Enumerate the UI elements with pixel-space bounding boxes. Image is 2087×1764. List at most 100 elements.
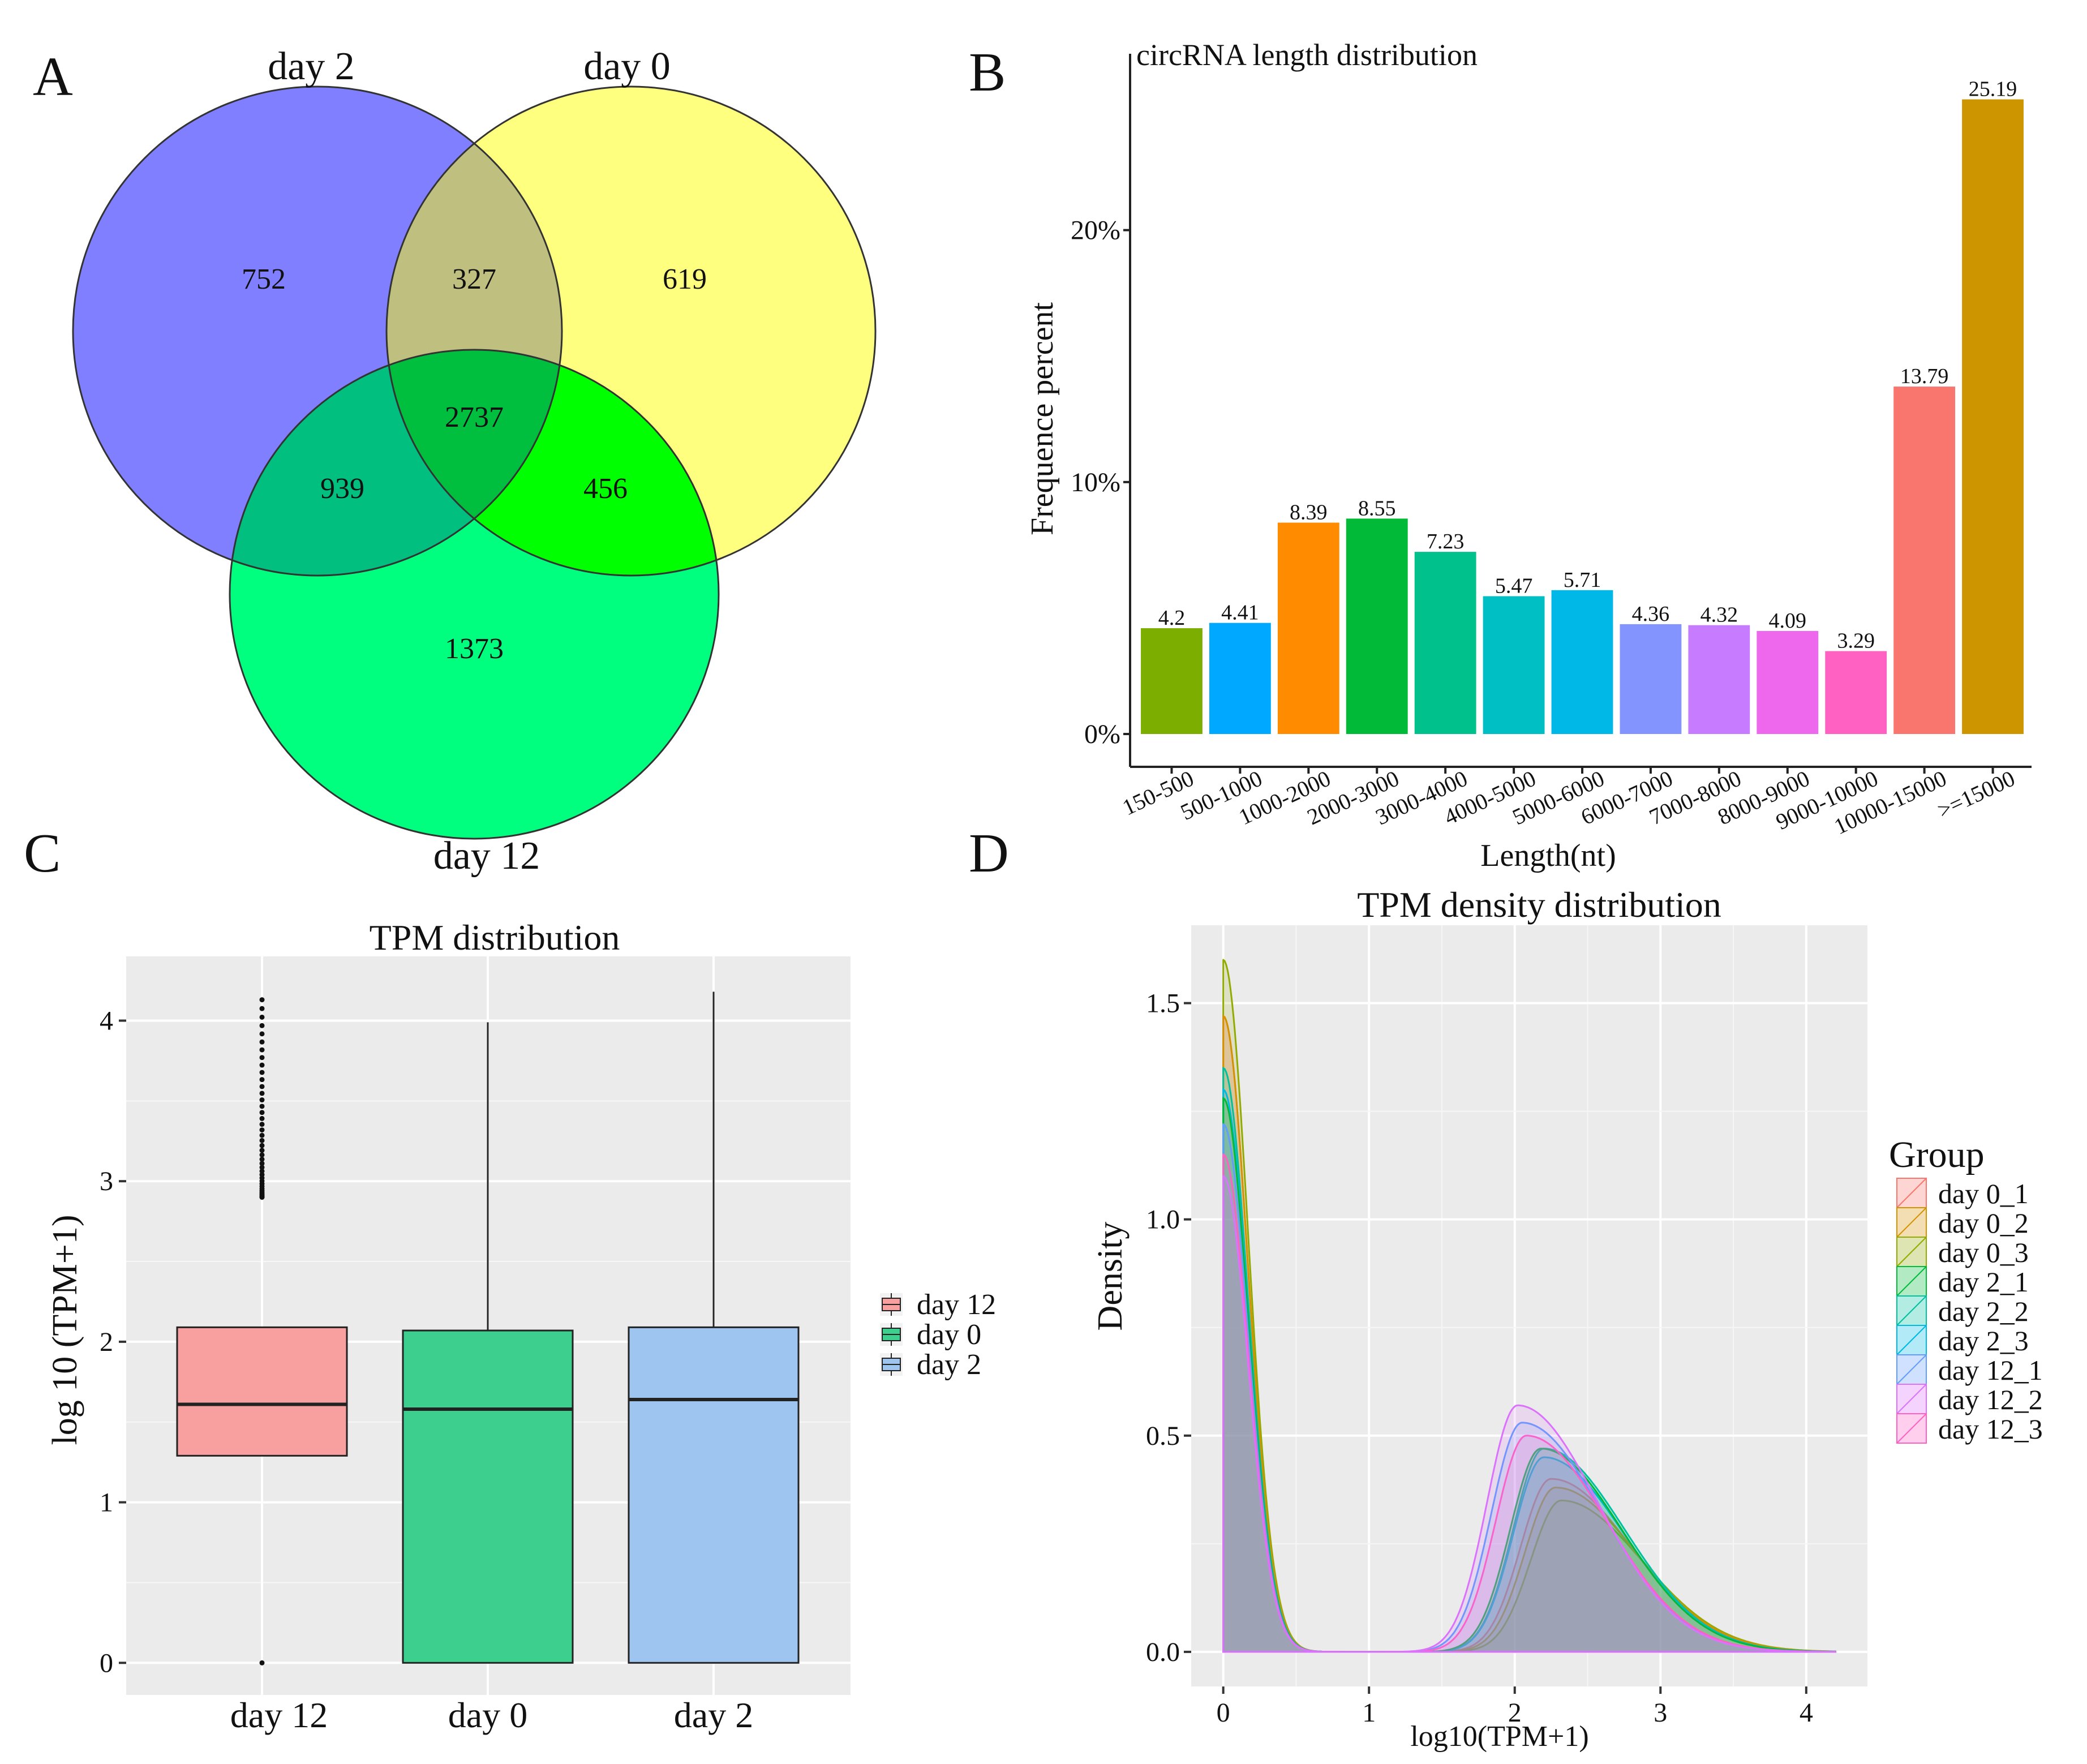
chart-d-ytick-label: 0.5 — [1146, 1421, 1180, 1451]
box-outlier — [259, 1070, 265, 1075]
bar-value-label: 8.55 — [1358, 496, 1396, 520]
bar-value-label: 3.29 — [1837, 629, 1875, 653]
bar-value-label: 25.19 — [1969, 78, 2017, 101]
box-outlier — [259, 1143, 265, 1148]
bar — [1620, 624, 1682, 734]
venn-count-day0-day12: 456 — [583, 473, 628, 505]
chart-d-xlabel: log10(TPM+1) — [1410, 1720, 1588, 1753]
chart-d-xtick-label: 0 — [1217, 1698, 1230, 1728]
legend-swatch-diagonal — [1896, 1178, 1927, 1208]
bar-chart-length-distribution: circRNA length distribution 4.2 4.41 8.39 8… — [1025, 38, 2032, 873]
chart-d-panel-background — [1191, 925, 1867, 1686]
chart-d-title: TPM density distribution — [1357, 885, 1721, 925]
legend-label: day 2_1 — [1938, 1266, 2029, 1298]
box-outlier — [259, 1165, 265, 1170]
bar-value-label: 5.71 — [1564, 568, 1601, 592]
panel-label-b: B — [969, 42, 1006, 103]
box-outlier — [259, 1132, 265, 1138]
chart-d-ytick-label: 1.0 — [1146, 1205, 1180, 1235]
venn-count-day0-only: 619 — [663, 263, 707, 295]
box-outlier — [259, 997, 265, 1003]
chart-b-xtick-label: >=15000 — [1934, 765, 2019, 823]
box-outlier — [259, 1104, 265, 1109]
bar-value-label: 5.47 — [1495, 574, 1533, 598]
box-outlier — [259, 1006, 265, 1011]
bar — [1141, 628, 1203, 734]
box-outlier — [259, 1084, 265, 1089]
chart-d-legend-title: Group — [1889, 1134, 1985, 1175]
bar — [1483, 596, 1545, 734]
legend-swatch-diagonal — [1896, 1295, 1927, 1326]
legend-label: day 0_1 — [1938, 1178, 2029, 1209]
panel-label-c: C — [24, 823, 61, 884]
box — [402, 1329, 574, 1664]
legend-swatch-diagonal — [1896, 1413, 1927, 1444]
legend-swatch-diagonal — [1896, 1384, 1927, 1414]
bar-value-label: 4.32 — [1700, 603, 1738, 627]
box-outlier — [259, 1172, 265, 1178]
venn-count-day2-day0: 327 — [452, 263, 496, 295]
chart-b-ylabel: Frequence percent — [1025, 302, 1060, 535]
chart-c-xtick-label: day 12 — [230, 1695, 328, 1735]
chart-c-xtick-label: day 2 — [674, 1695, 753, 1735]
chart-c-xtick-label: day 0 — [448, 1695, 527, 1735]
chart-c-ytick-label: 2 — [100, 1327, 113, 1357]
chart-d-xtick-label: 1 — [1362, 1698, 1376, 1728]
bar-value-label: 7.23 — [1427, 530, 1465, 553]
chart-c-ytick-label: 3 — [100, 1166, 113, 1196]
venn-count-all: 2737 — [445, 401, 504, 434]
box-outlier — [259, 1110, 265, 1115]
bar-value-label: 4.36 — [1632, 602, 1670, 626]
bar — [1414, 552, 1476, 734]
box-outlier — [259, 1062, 265, 1068]
venn-count-day2-day12: 939 — [320, 473, 364, 505]
chart-d-ytick-label: 1.5 — [1146, 989, 1180, 1019]
legend-label: day 2_3 — [1938, 1325, 2029, 1357]
legend-swatch-diagonal — [1896, 1266, 1927, 1297]
chart-d-ytick-label: 0.0 — [1146, 1637, 1180, 1667]
box-outlier — [259, 1077, 265, 1083]
box-outlier — [259, 1127, 265, 1133]
chart-b-ytick-label: 0% — [1084, 719, 1120, 749]
box-outlier — [259, 1148, 265, 1153]
panel-label-a: A — [33, 46, 73, 108]
chart-c-title: TPM distribution — [370, 917, 620, 958]
bar — [1893, 387, 1956, 734]
legend-label: day 2 — [917, 1349, 981, 1381]
bar-value-label: 4.41 — [1221, 601, 1259, 625]
box-outlier — [259, 1168, 265, 1174]
density-curve — [1222, 1175, 1837, 1653]
box-outlier — [259, 1660, 265, 1666]
legend-label: day 0_2 — [1938, 1207, 2029, 1239]
legend-label: day 0 — [917, 1319, 981, 1351]
bar — [1209, 623, 1271, 734]
box-outlier — [259, 1039, 265, 1045]
box-outlier — [259, 1031, 265, 1037]
bar — [1825, 651, 1887, 734]
legend-swatch-diagonal — [1896, 1354, 1927, 1385]
chart-d-ylabel: Density — [1091, 1222, 1130, 1331]
box-outlier — [259, 1152, 265, 1158]
panel-label-d: D — [969, 823, 1009, 884]
chart-b-xlabel: Length(nt) — [1480, 838, 1616, 873]
bar — [1757, 630, 1819, 734]
legend-swatch-diagonal — [1896, 1237, 1927, 1267]
bar-value-label: 8.39 — [1290, 500, 1328, 524]
legend-label: day 12_1 — [1938, 1354, 2043, 1386]
legend-label: day 2_2 — [1938, 1295, 2029, 1327]
box-outlier — [259, 1138, 265, 1143]
bar-value-label: 4.2 — [1158, 606, 1186, 630]
chart-b-ytick-label: 10% — [1071, 467, 1120, 497]
chart-c-ytick-label: 0 — [100, 1648, 113, 1678]
legend-swatch-diagonal — [1896, 1207, 1927, 1238]
venn-label-day12: day 12 — [433, 834, 540, 878]
legend-label: day 12_3 — [1938, 1413, 2043, 1445]
venn-count-day12-only: 1373 — [445, 633, 504, 665]
box-outlier — [259, 1014, 265, 1020]
box-outlier — [259, 1091, 265, 1096]
bar — [1346, 518, 1408, 734]
chart-d-xtick-label: 2 — [1508, 1698, 1522, 1728]
bar-value-label: 13.79 — [1900, 364, 1949, 388]
